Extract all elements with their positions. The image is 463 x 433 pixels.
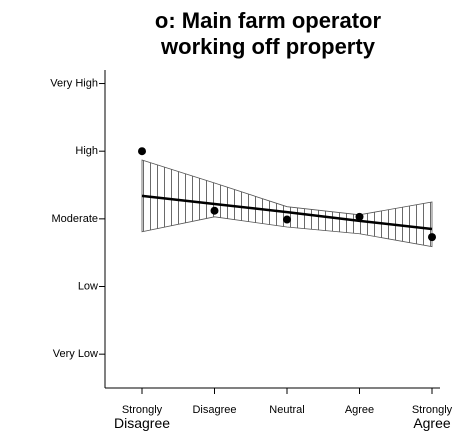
fit-line (141, 194, 433, 231)
chart-title: o: Main farm operator (155, 8, 382, 33)
x-tick-label: Agree (345, 404, 374, 416)
point (355, 212, 364, 221)
point (428, 233, 436, 242)
x-tick-label: Neutral (269, 404, 304, 416)
x-tick-label: Strongly Agree (412, 404, 453, 431)
y-tick-label: Low (78, 280, 98, 292)
point (138, 147, 146, 156)
y-tick-label: Very Low (53, 348, 98, 360)
x-tick-label: Strongly Disagree (114, 404, 170, 431)
x-tick-label: Disagree (192, 404, 236, 416)
confidence-band (141, 159, 433, 248)
point (210, 206, 219, 215)
y-tick-label: Very High (50, 77, 98, 89)
point (283, 215, 291, 224)
chart-title: working off property (160, 34, 376, 59)
y-tick-label: Moderate (52, 213, 98, 225)
y-tick-label: High (75, 145, 98, 157)
